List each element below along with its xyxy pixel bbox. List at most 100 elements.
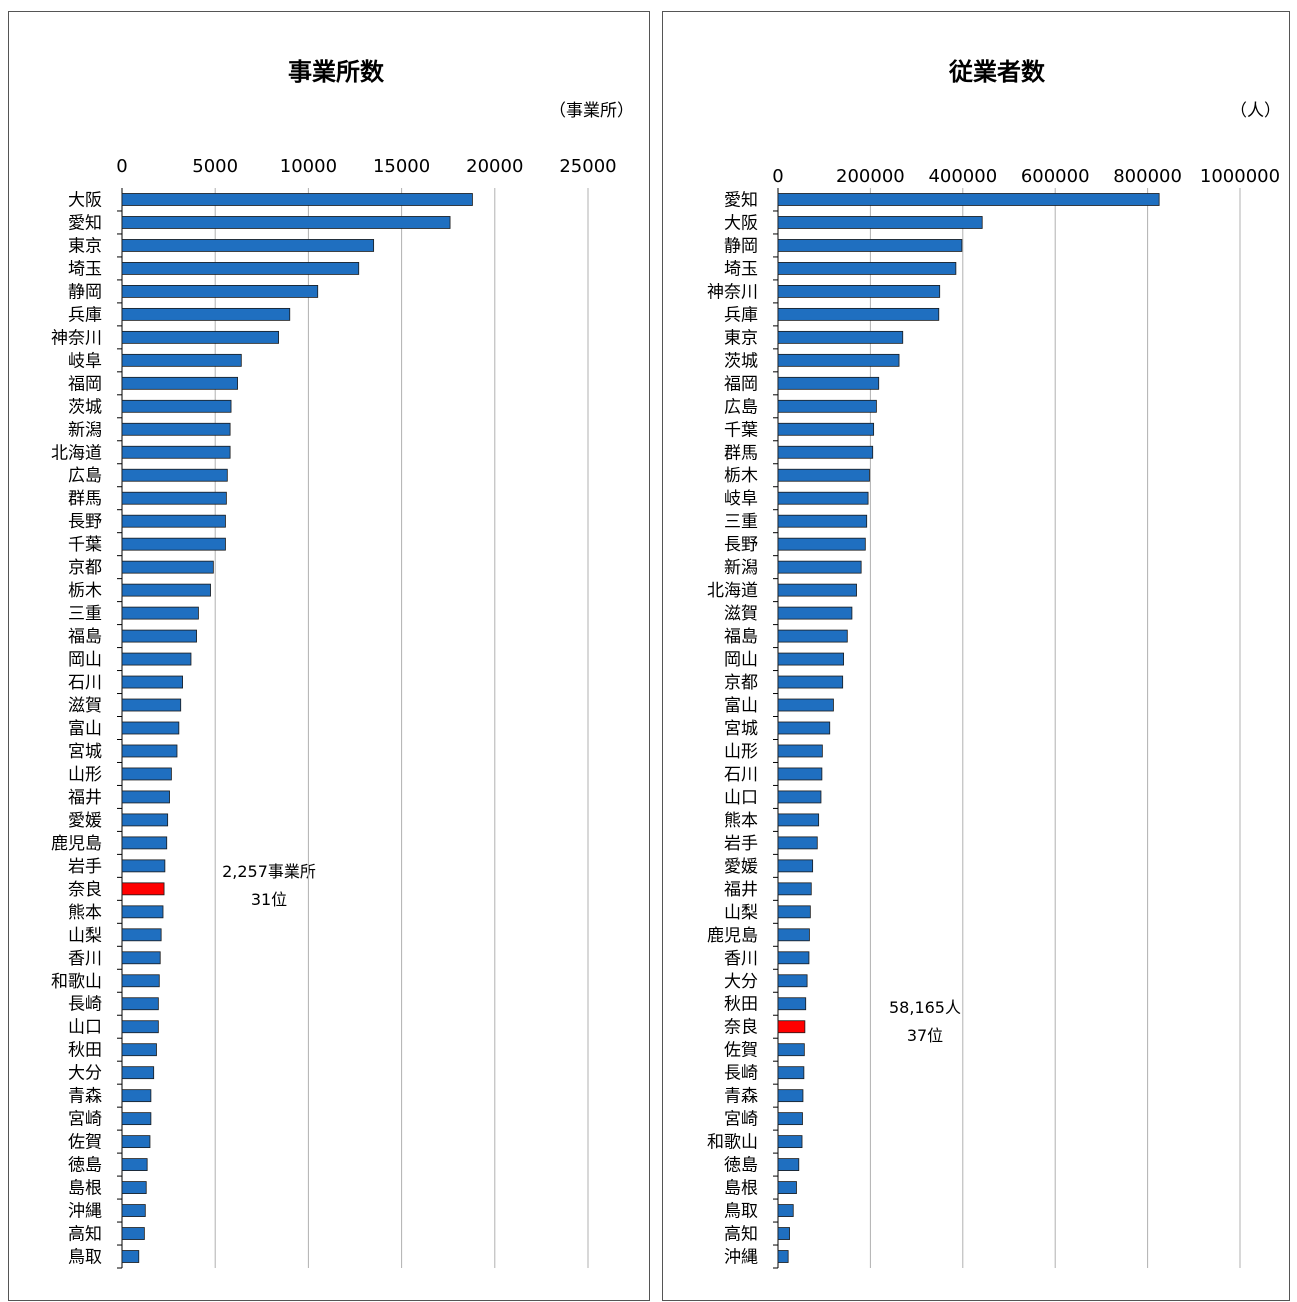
bar <box>121 193 473 206</box>
bar <box>121 1250 140 1263</box>
bar <box>121 422 231 436</box>
category-label: 富山 <box>68 719 102 739</box>
category-label: 茨城 <box>724 351 758 371</box>
category-label: 香川 <box>68 949 102 969</box>
bar <box>777 193 1160 206</box>
category-label: 青森 <box>724 1087 758 1107</box>
bar <box>777 951 810 965</box>
category-label: 山形 <box>68 765 102 785</box>
category-label: 青森 <box>68 1087 102 1107</box>
bar <box>777 353 900 367</box>
bar <box>121 859 166 873</box>
category-label: 島根 <box>68 1179 102 1199</box>
tick-label: 0 <box>116 156 127 177</box>
bar <box>777 1250 789 1263</box>
category-label: 大分 <box>724 972 758 992</box>
bar <box>777 216 983 229</box>
employee-count-chart-panel: 従業者数 （人） 58,165人 37位 0 200000 400000 600000… <box>662 11 1290 1301</box>
bar-highlight <box>121 882 165 896</box>
bar <box>121 239 375 252</box>
category-label: 兵庫 <box>724 305 758 325</box>
bar <box>121 629 197 643</box>
category-label: 秋田 <box>724 995 758 1015</box>
bar <box>121 514 226 528</box>
bar <box>121 330 279 344</box>
category-label: 神奈川 <box>707 282 758 302</box>
bar <box>121 560 214 574</box>
category-label: 千葉 <box>68 535 102 555</box>
category-label: 山口 <box>724 788 758 808</box>
bar <box>777 1089 804 1103</box>
bar <box>121 997 159 1011</box>
bar <box>777 928 810 942</box>
bar <box>777 285 941 298</box>
category-label: 埼玉 <box>724 259 758 279</box>
category-label: 群馬 <box>68 489 102 509</box>
category-label: 香川 <box>724 949 758 969</box>
category-label: 鹿児島 <box>707 926 758 946</box>
bar <box>121 905 164 919</box>
category-label: 京都 <box>68 558 102 578</box>
bar <box>121 307 291 321</box>
bar <box>777 997 807 1011</box>
plot-area: 0 5000 10000 15000 20000 25000 大阪愛知東京埼玉静岡兵庫神奈川… <box>51 156 617 1269</box>
bar <box>121 1181 147 1194</box>
tick-label: 15000 <box>373 156 430 177</box>
office-count-chart-panel: 事業所数 （事業所） 2,257事業所 31位 0 5000 10000 15000 2… <box>8 11 650 1301</box>
bar <box>777 1227 790 1240</box>
category-label: 三重 <box>724 512 758 532</box>
category-label: 島根 <box>724 1179 758 1199</box>
tick-label: 800000 <box>1113 166 1182 187</box>
category-label: 鳥取 <box>724 1202 758 1222</box>
bar <box>777 882 812 896</box>
category-label: 福岡 <box>724 374 758 394</box>
category-label: 富山 <box>724 696 758 716</box>
bar <box>121 721 180 735</box>
unit-label: （人） <box>1230 101 1281 121</box>
bar <box>777 974 808 988</box>
category-label: 長崎 <box>724 1064 758 1084</box>
category-label: 福井 <box>68 788 102 808</box>
category-label: 岩手 <box>724 834 758 854</box>
nara-value-annotation: 58,165人 <box>889 998 961 1017</box>
category-label: 滋賀 <box>724 604 758 624</box>
category-label: 山口 <box>68 1018 102 1038</box>
bar <box>121 1112 152 1126</box>
nara-rank-annotation: 37位 <box>907 1026 943 1045</box>
bar <box>777 790 822 804</box>
bar <box>121 285 319 298</box>
bar <box>121 376 238 390</box>
bar <box>777 767 823 781</box>
bar <box>121 445 231 459</box>
tick-label: 20000 <box>466 156 523 177</box>
bar <box>121 583 211 597</box>
category-label: 大阪 <box>68 190 102 210</box>
bar <box>777 330 904 344</box>
category-label: 福島 <box>724 627 758 647</box>
bar <box>777 629 848 643</box>
tick-label: 600000 <box>1021 166 1090 187</box>
bar <box>121 468 228 482</box>
category-label: 徳島 <box>724 1156 758 1176</box>
category-label: 佐賀 <box>724 1041 758 1061</box>
category-label: 福岡 <box>68 374 102 394</box>
bar <box>121 836 168 850</box>
bar <box>777 905 811 919</box>
bar <box>777 262 957 275</box>
bar <box>777 813 820 827</box>
bar <box>121 1135 151 1149</box>
bar <box>121 262 360 275</box>
bar <box>121 353 242 367</box>
category-label: 石川 <box>724 765 758 785</box>
bar <box>777 1043 805 1057</box>
bar <box>121 537 226 551</box>
bar <box>777 721 831 735</box>
category-label: 宮城 <box>68 742 102 762</box>
category-label: 山梨 <box>724 903 758 923</box>
category-label: 鹿児島 <box>51 834 102 854</box>
category-label: 新潟 <box>724 558 758 578</box>
bar <box>121 1158 148 1171</box>
bar <box>777 859 814 873</box>
bar <box>777 537 866 551</box>
bar <box>777 422 875 436</box>
